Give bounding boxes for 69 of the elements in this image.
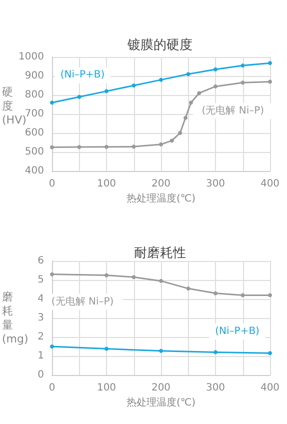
x-tick-label: 400 (260, 178, 280, 190)
point (268, 293, 272, 298)
point (77, 145, 82, 150)
point (159, 278, 163, 283)
y-tick-label: 6 (38, 256, 44, 266)
point (159, 142, 163, 146)
y-tick-label: 5 (38, 274, 44, 286)
y-tick-label: 0 (38, 370, 44, 380)
y-tick-label: 400 (24, 166, 44, 176)
point (188, 100, 193, 105)
y-tick-label: 800 (24, 90, 44, 100)
x-tick-label: 0 (48, 382, 56, 394)
y-tick-label: 2 (38, 332, 44, 342)
y-tick-label: 1 (38, 350, 44, 362)
point (240, 293, 245, 298)
point (50, 145, 54, 150)
x-axis-title: 热处理温度(℃) (126, 396, 196, 408)
point (132, 84, 136, 88)
point (214, 67, 218, 72)
point (132, 275, 136, 280)
point (159, 348, 163, 353)
point (50, 272, 54, 276)
x-tick-label: 300 (206, 178, 226, 190)
series-label: (Ni–P+B) (60, 70, 105, 81)
point (240, 80, 245, 85)
series-label: (无电解 Ni–P) (202, 104, 264, 117)
point (77, 94, 82, 99)
chart-title: 耐磨耗性 (134, 246, 186, 261)
point (132, 144, 136, 149)
point (50, 100, 54, 105)
y-tick-label: 600 (24, 128, 44, 138)
x-axis-title: 热处理温度(℃) (126, 192, 196, 204)
point (178, 131, 182, 135)
y-tick-label: 1000 (18, 52, 44, 62)
x-tick-label: 100 (96, 178, 116, 190)
point (50, 344, 54, 348)
point (186, 72, 190, 76)
point (184, 116, 188, 120)
y-tick-label: 4 (38, 294, 44, 304)
x-tick-label: 300 (206, 382, 226, 394)
point (104, 346, 108, 351)
point (240, 64, 245, 68)
y-tick-label: 700 (24, 108, 44, 120)
point (104, 273, 108, 278)
y-axis-title: 磨耗量(mg) (2, 290, 28, 346)
x-tick-label: 200 (151, 178, 171, 190)
point (214, 350, 218, 354)
y-axis-title: 硬度(HV) (2, 86, 26, 126)
point (186, 286, 190, 291)
x-tick-label: 400 (260, 382, 280, 394)
x-tick-label: 100 (96, 382, 116, 394)
chart-title: 镀膜的硬度 (126, 37, 192, 53)
text: (无电解 Ni–P) (51, 295, 114, 308)
point (268, 351, 272, 356)
x-tick-label: 0 (48, 178, 56, 190)
point (197, 91, 202, 96)
series-label: (Ni–P+B) (215, 326, 260, 338)
point (268, 80, 272, 84)
point (170, 138, 174, 143)
point (214, 84, 218, 88)
y-tick-label: 3 (38, 312, 44, 324)
point (104, 89, 108, 94)
point (159, 78, 163, 82)
point (268, 61, 272, 66)
x-tick-label: 200 (151, 382, 171, 394)
point (104, 144, 108, 149)
y-tick-label: 900 (24, 70, 44, 82)
point (214, 291, 218, 296)
y-tick-label: 500 (24, 146, 44, 158)
